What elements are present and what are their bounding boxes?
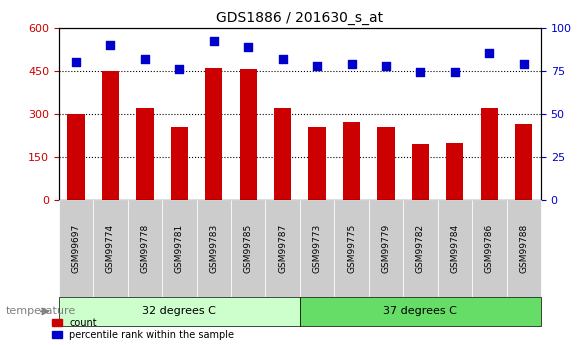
Point [347,61,356,67]
Text: GSM99773: GSM99773 [313,224,322,273]
Text: GSM99785: GSM99785 [243,224,253,273]
Point [71,59,81,65]
Bar [309,127,326,200]
Text: GSM99784: GSM99784 [450,224,459,273]
Point [278,56,288,61]
Text: GSM99788: GSM99788 [519,224,528,273]
Point [450,70,460,75]
Point [243,44,253,49]
Point [106,42,115,48]
Text: 32 degrees C: 32 degrees C [142,306,216,316]
Point [381,63,390,68]
Point [416,70,425,75]
Text: GSM99783: GSM99783 [209,224,218,273]
Legend: count, percentile rank within the sample: count, percentile rank within the sample [52,318,235,340]
Point [175,66,184,72]
Text: GSM99787: GSM99787 [278,224,287,273]
Text: GSM99778: GSM99778 [141,224,149,273]
Text: GSM99782: GSM99782 [416,224,425,273]
Bar [480,108,498,200]
Text: GSM99781: GSM99781 [175,224,184,273]
Bar [515,124,532,200]
Text: 37 degrees C: 37 degrees C [383,306,457,316]
Bar [412,144,429,200]
Text: GSM99774: GSM99774 [106,224,115,273]
Bar [446,142,463,200]
Text: GSM99697: GSM99697 [72,224,81,273]
Bar [171,127,188,200]
Text: GSM99786: GSM99786 [485,224,494,273]
Bar [239,69,257,200]
Bar [136,108,153,200]
Text: temperature: temperature [6,306,76,316]
Point [140,56,149,61]
Point [485,51,494,56]
Bar [377,127,395,200]
Bar [274,108,291,200]
Bar [68,114,85,200]
Point [209,39,219,44]
Point [519,61,529,67]
Bar [205,68,222,200]
Text: GSM99779: GSM99779 [382,224,390,273]
Title: GDS1886 / 201630_s_at: GDS1886 / 201630_s_at [216,11,383,25]
Bar [343,122,360,200]
Bar [102,71,119,200]
Text: GSM99775: GSM99775 [347,224,356,273]
Point [312,63,322,68]
